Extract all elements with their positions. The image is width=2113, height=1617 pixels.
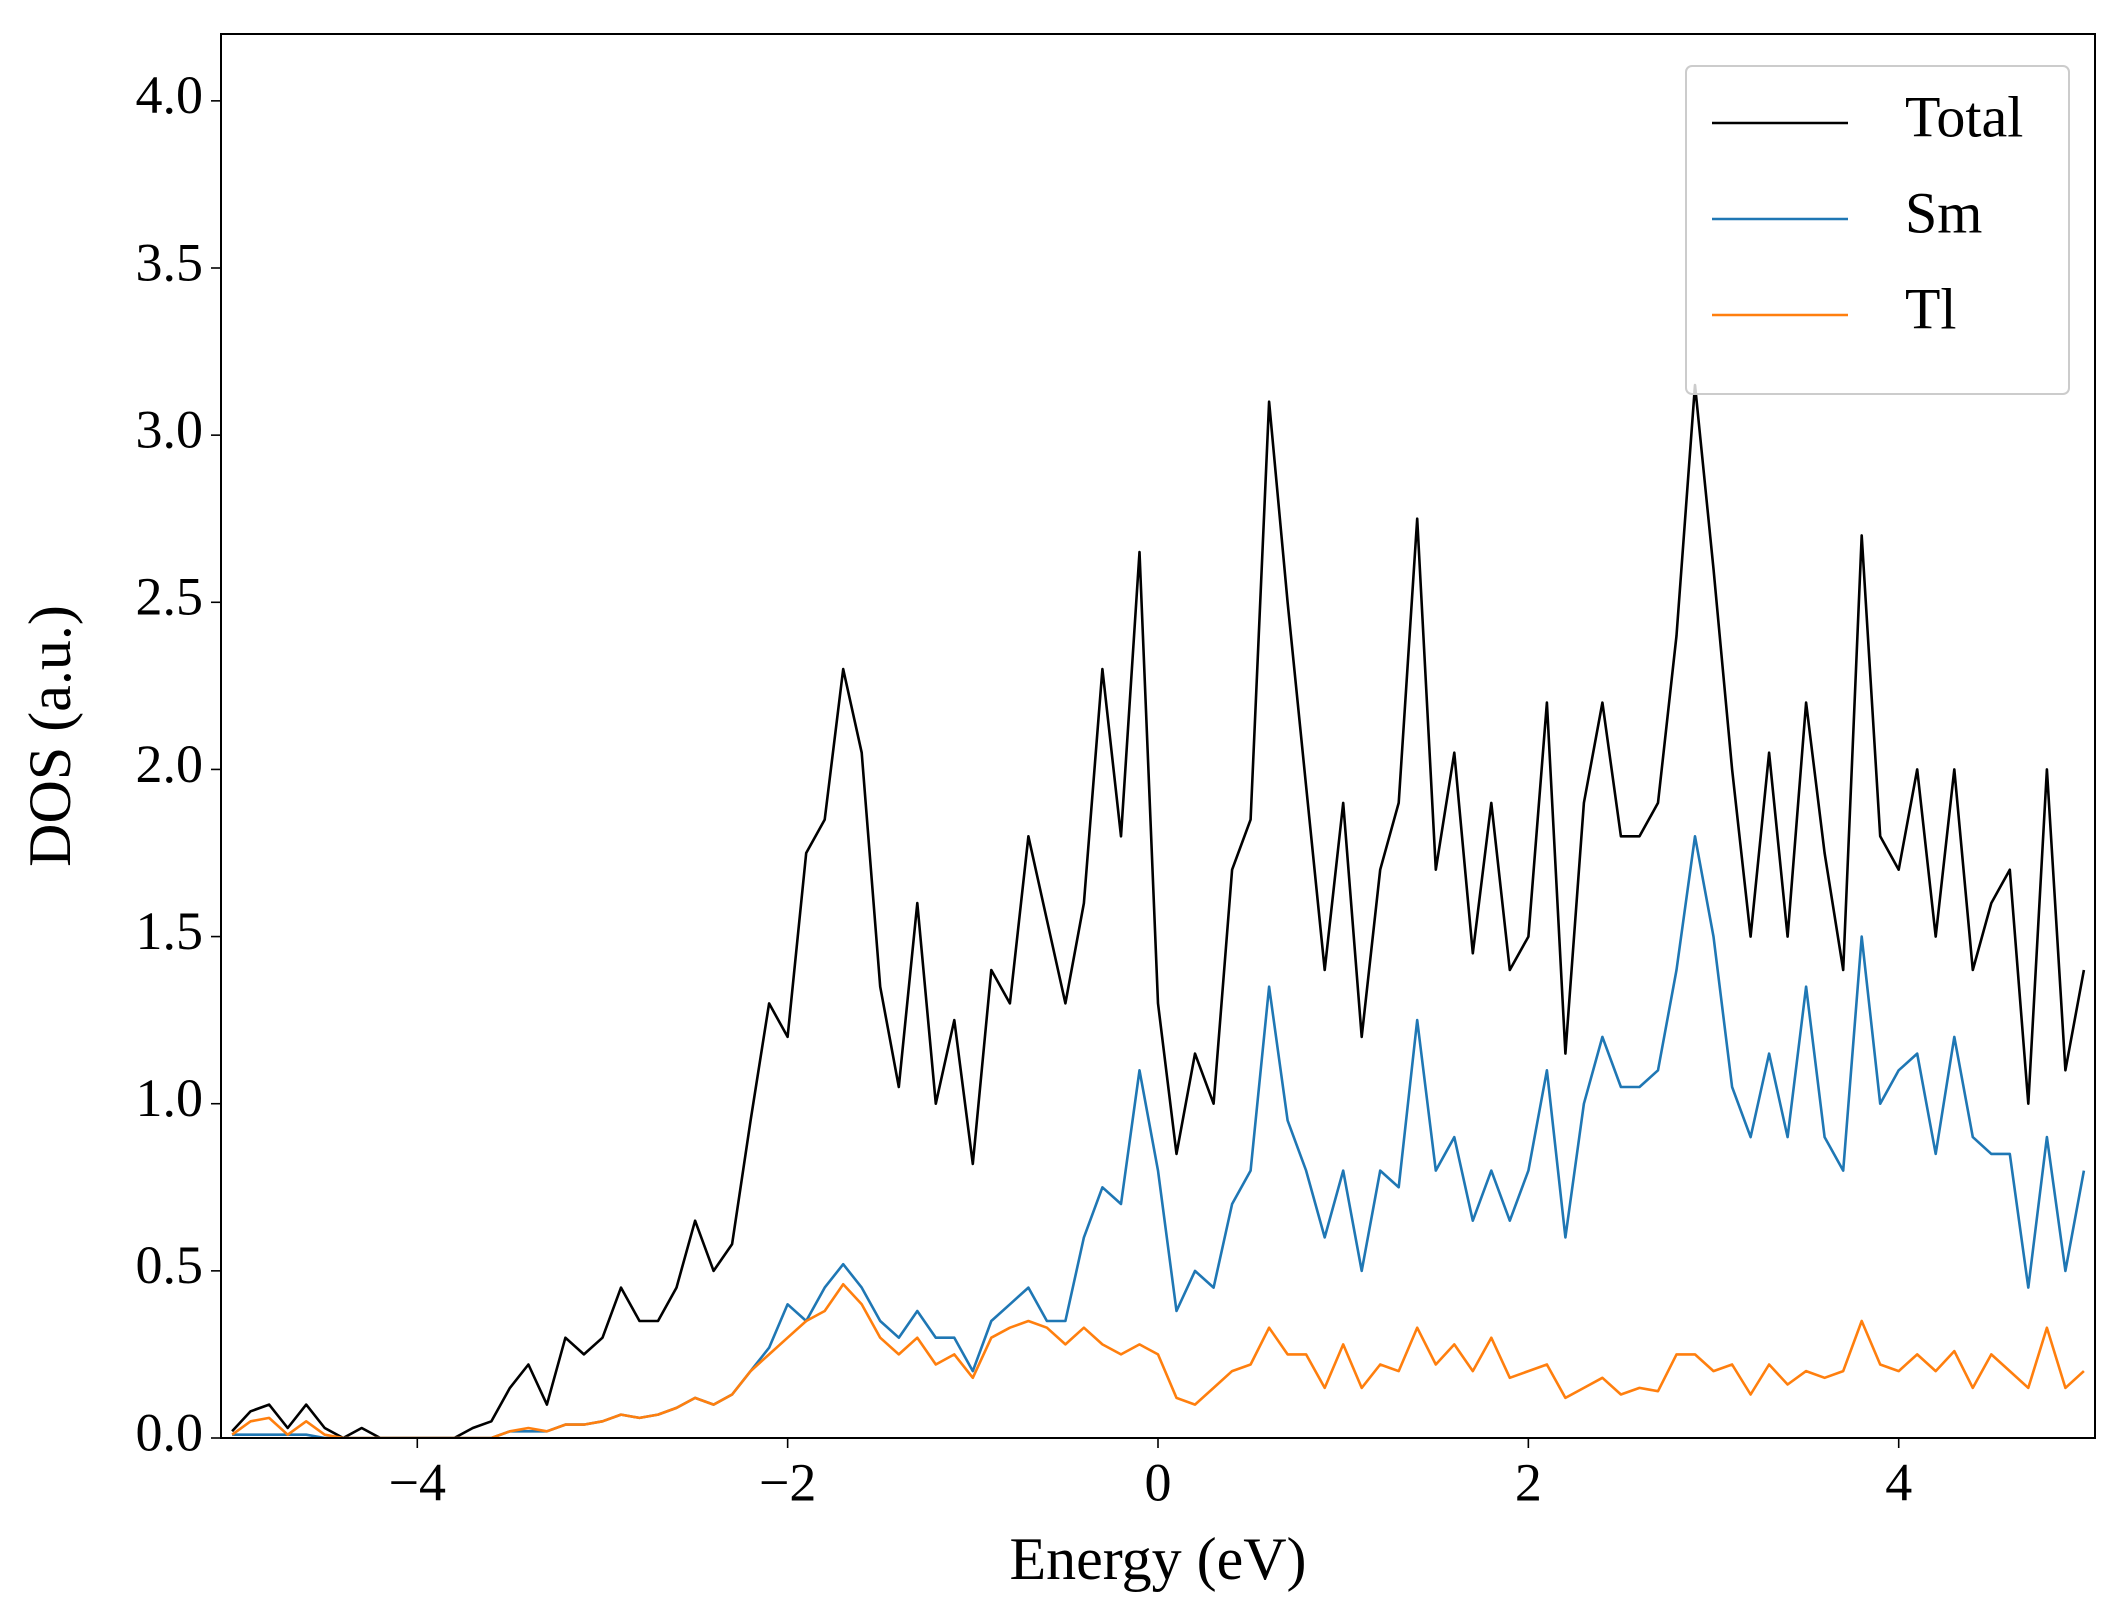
y-tick-label: 3.0 [136, 400, 204, 460]
y-tick-label: 1.5 [136, 901, 204, 961]
legend-label: Total [1905, 84, 2023, 149]
x-axis-label: Energy (eV) [1009, 1526, 1306, 1592]
y-tick-label: 4.0 [136, 65, 204, 125]
x-tick-label: 2 [1515, 1452, 1542, 1512]
y-tick-label: 0.0 [136, 1402, 204, 1462]
x-tick-label: −4 [389, 1452, 446, 1512]
y-tick-label: 2.5 [136, 567, 204, 627]
x-tick-label: 4 [1885, 1452, 1912, 1512]
series-line [231, 383, 2086, 1438]
y-tick-label: 0.5 [136, 1235, 204, 1295]
legend-label: Sm [1905, 180, 1982, 245]
y-tick-label: 3.5 [136, 232, 204, 292]
x-tick-label: 0 [1145, 1452, 1172, 1512]
x-tick-label: −2 [759, 1452, 816, 1512]
y-axis-label: DOS (a.u.) [17, 605, 83, 867]
legend-box [1685, 65, 2070, 395]
plot-frame [220, 33, 2096, 1439]
series-line [232, 835, 2086, 1438]
series-line [231, 1282, 2085, 1438]
legend-label: Tl [1905, 276, 1957, 341]
y-tick-label: 2.0 [136, 734, 204, 794]
y-tick-label: 1.0 [136, 1068, 204, 1128]
